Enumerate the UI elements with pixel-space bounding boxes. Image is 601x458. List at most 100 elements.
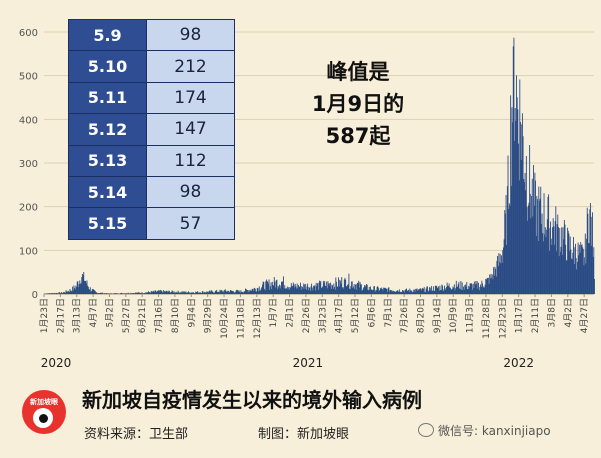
- bar: [85, 283, 87, 294]
- bar: [347, 284, 349, 294]
- bar: [150, 291, 152, 294]
- bar: [533, 165, 535, 294]
- bar: [331, 284, 333, 294]
- bar: [95, 291, 96, 294]
- annotation-line-1: 峰值是: [326, 60, 390, 84]
- bar: [211, 290, 213, 294]
- table-date-cell: 5.15: [68, 207, 147, 240]
- bar: [239, 291, 241, 294]
- bar: [104, 293, 106, 294]
- bar: [53, 293, 55, 294]
- x-tick-label: 11月18日: [235, 298, 246, 339]
- bar: [353, 286, 354, 294]
- daily-cases-table: 5.9 98 5.10 212 5.11 174 5.12 147 5.13 112 5.14 98 5…: [68, 18, 235, 240]
- bar: [477, 288, 479, 294]
- bar: [497, 266, 499, 294]
- bar: [551, 244, 553, 294]
- bar: [432, 286, 434, 294]
- bar: [197, 291, 199, 294]
- bar: [413, 289, 415, 294]
- x-tick-label: 6月6日: [366, 298, 377, 327]
- bar: [484, 287, 485, 294]
- bar: [442, 285, 443, 294]
- bar: [187, 292, 189, 294]
- bar: [374, 291, 376, 294]
- bar: [377, 286, 379, 294]
- bar: [87, 286, 89, 294]
- bar: [167, 291, 168, 294]
- bar: [62, 292, 64, 294]
- eye-icon: [33, 408, 53, 428]
- bar: [588, 243, 590, 294]
- bar: [338, 286, 340, 294]
- bar: [49, 293, 51, 294]
- x-tick-label: 12月13日: [252, 298, 263, 339]
- bar: [318, 289, 320, 294]
- bar: [324, 285, 326, 294]
- bar: [152, 290, 154, 294]
- bar: [256, 291, 258, 294]
- bar: [77, 281, 79, 294]
- bar: [69, 289, 71, 294]
- bar: [387, 292, 388, 294]
- bar: [159, 291, 161, 294]
- bar: [316, 286, 318, 294]
- y-tick-label: 0: [32, 290, 38, 301]
- bar: [265, 281, 267, 294]
- bar: [213, 292, 215, 294]
- bar: [590, 203, 591, 294]
- bar: [473, 288, 475, 294]
- bar: [559, 251, 561, 294]
- bar: [440, 290, 442, 294]
- bar: [310, 286, 312, 294]
- bar: [472, 289, 474, 294]
- bar: [55, 293, 57, 294]
- x-tick-label: 2月26日: [301, 298, 312, 333]
- bar: [291, 286, 293, 294]
- peak-annotation: 峰值是 1月9日的 587起: [288, 56, 428, 152]
- bar: [406, 288, 407, 294]
- bar: [300, 282, 301, 294]
- bar: [501, 255, 502, 294]
- bar: [297, 288, 299, 294]
- bar: [345, 279, 347, 294]
- bar: [295, 286, 297, 294]
- bar: [238, 290, 240, 294]
- bar: [575, 258, 577, 294]
- bar: [103, 293, 105, 294]
- bar: [68, 291, 70, 294]
- bar: [114, 293, 115, 294]
- bar: [190, 292, 192, 294]
- bar: [557, 227, 559, 294]
- bar: [592, 256, 594, 294]
- bar: [99, 293, 101, 294]
- bar: [564, 224, 566, 294]
- bar: [423, 288, 425, 294]
- bar: [279, 284, 280, 294]
- bar: [365, 285, 367, 294]
- bar: [306, 286, 308, 294]
- bar: [345, 286, 347, 294]
- bar: [578, 255, 580, 294]
- bar: [468, 285, 470, 294]
- bar: [72, 290, 74, 294]
- bar: [226, 291, 228, 294]
- bar: [460, 280, 462, 294]
- bar: [410, 290, 411, 294]
- bar: [495, 276, 497, 294]
- bar: [344, 277, 346, 294]
- bar: [381, 288, 383, 294]
- table-date-cell: 5.13: [68, 144, 147, 177]
- bar: [273, 285, 275, 294]
- bar: [245, 288, 246, 294]
- bar: [271, 289, 273, 294]
- bar: [472, 283, 474, 294]
- bar-series: [44, 37, 595, 295]
- bar: [379, 288, 381, 294]
- bar: [262, 284, 263, 294]
- bar: [218, 292, 220, 294]
- bar: [508, 203, 510, 294]
- x-tick-label: 1月17日: [514, 298, 525, 333]
- bar: [580, 242, 582, 294]
- bar: [320, 280, 322, 294]
